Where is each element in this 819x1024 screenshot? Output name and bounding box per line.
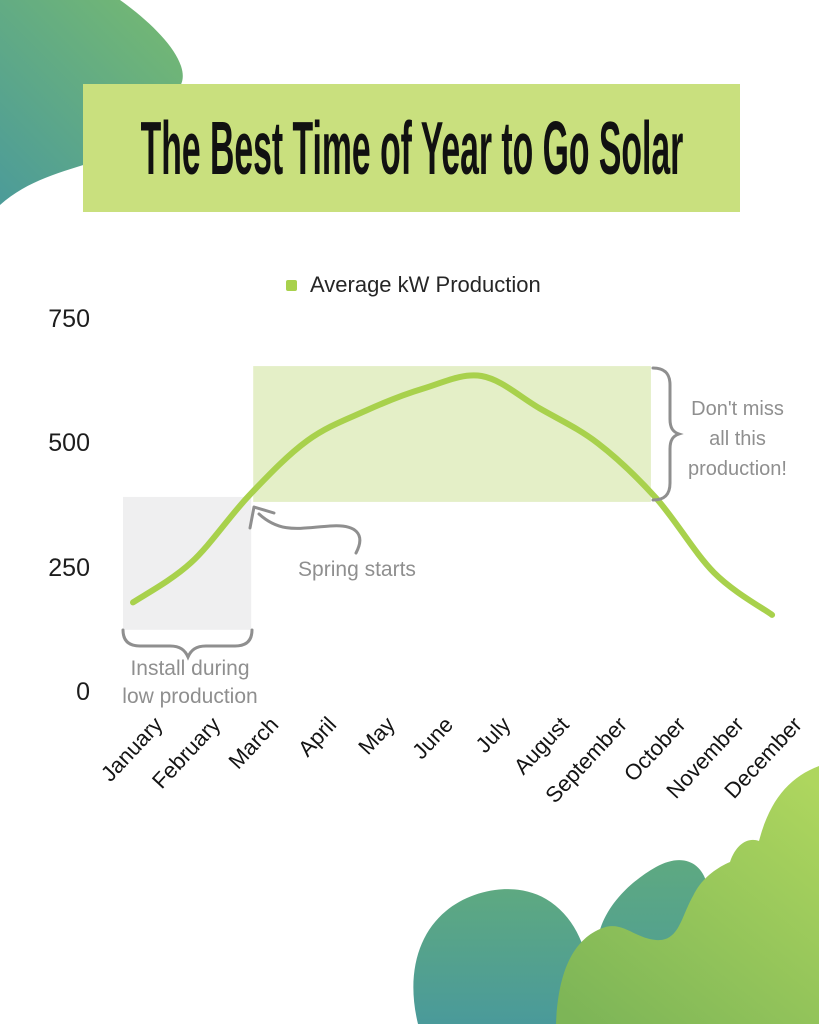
production-line <box>130 372 776 618</box>
legend-marker-icon <box>286 279 297 291</box>
legend-label: Average kW Production <box>310 272 541 297</box>
dont-miss-text-line1: Don't miss <box>691 398 784 420</box>
x-axis-month-label: April <box>293 712 342 762</box>
dont-miss-text-line3: production! <box>688 458 787 480</box>
title-banner: The Best Time of Year to Go Solar <box>83 84 740 212</box>
install-brace <box>121 628 254 661</box>
y-axis-tick-label: 750 <box>48 304 90 333</box>
install-annotation: Install during low production <box>100 655 280 711</box>
dont-miss-annotation: Don't miss all this production! <box>660 394 815 484</box>
y-axis-tick-label: 250 <box>48 553 90 582</box>
spring-arrow-shaft <box>257 512 362 555</box>
y-axis-tick-label: 0 <box>76 678 90 706</box>
y-axis-tick-label: 500 <box>48 429 90 458</box>
dont-miss-text-line2: all this <box>709 428 766 450</box>
install-text-line1: Install during <box>130 657 250 680</box>
corner-blob-green <box>556 766 819 1024</box>
spring-arrow-head-icon <box>248 505 276 530</box>
x-axis-month-label: March <box>223 712 284 774</box>
dont-miss-brace <box>651 366 684 502</box>
page-title: The Best Time of Year to Go Solar <box>140 106 683 190</box>
spring-starts-text: Spring starts <box>298 558 416 581</box>
x-axis-month-label: May <box>353 712 400 760</box>
install-text-line2: low production <box>122 685 258 708</box>
corner-blob-teal-left <box>413 889 596 1024</box>
chart-legend: Average kW Production <box>286 272 541 298</box>
x-axis-month-label: July <box>470 712 516 758</box>
x-axis-month-label: June <box>406 712 458 764</box>
spring-starts-annotation: Spring starts <box>277 556 437 584</box>
